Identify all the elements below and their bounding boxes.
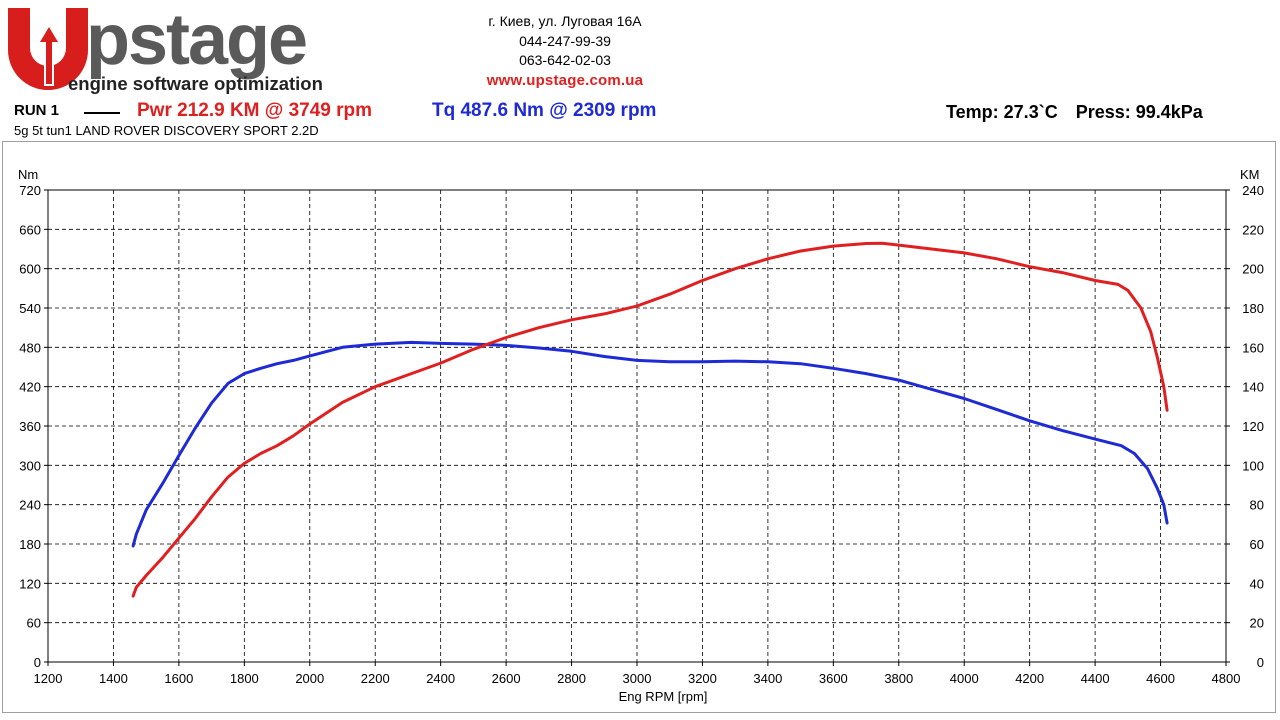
y-left-tick-label: 60: [27, 616, 41, 631]
website-link[interactable]: www.upstage.com.ua: [486, 71, 644, 89]
y-left-tick-label: 720: [19, 183, 41, 198]
x-tick-label: 2800: [557, 671, 586, 686]
y-right-tick-label: 220: [1242, 222, 1264, 237]
logo-wordmark: pstage: [86, 2, 306, 80]
x-tick-label: 4200: [1015, 671, 1044, 686]
y-right-tick-label: 160: [1242, 340, 1264, 355]
y-right-tick-label: 140: [1242, 380, 1264, 395]
vehicle-caption: 5g 5t tun1 LAND ROVER DISCOVERY SPORT 2.…: [14, 123, 319, 138]
y-left-tick-label: 660: [19, 222, 41, 237]
y-right-tick-label: 0: [1257, 655, 1264, 670]
power-curve: [131, 241, 1169, 598]
y-right-tick-label: 100: [1242, 458, 1264, 473]
logo-u-shape: [8, 8, 88, 90]
x-tick-label: 3400: [753, 671, 782, 686]
y-left-tick-label: 540: [19, 301, 41, 316]
x-tick-label: 4600: [1146, 671, 1175, 686]
y-right-tick-label: 20: [1250, 616, 1264, 631]
y-left-tick-label: 240: [19, 498, 41, 513]
y-right-tick-label: 180: [1242, 301, 1264, 316]
phone-1: 044-247-99-39: [519, 32, 611, 49]
y-left-tick-label: 120: [19, 576, 41, 591]
address-text: г. Киев, ул. Луговая 16А: [488, 13, 642, 29]
torque-summary: Tq 487.6 Nm @ 2309 rpm: [432, 100, 657, 121]
x-tick-label: 1200: [34, 671, 63, 686]
y-right-tick-label: 240: [1242, 183, 1264, 198]
y-left-tick-label: 420: [19, 380, 41, 395]
x-tick-label: 2200: [361, 671, 390, 686]
contact-block: г. Киев, ул. Луговая 16А 044-247-99-39 0…: [440, 12, 690, 90]
power-summary: Pwr 212.9 KM @ 3749 rpm: [137, 100, 373, 121]
x-tick-label: 2000: [295, 671, 324, 686]
run-line-swatch: [84, 112, 120, 114]
y-left-tick-label: 300: [19, 458, 41, 473]
x-tick-label: 3800: [884, 671, 913, 686]
y-left-tick-label: 600: [19, 262, 41, 277]
x-tick-label: 3000: [623, 671, 652, 686]
y-left-tick-label: 0: [34, 655, 41, 670]
y-right-tick-label: 60: [1250, 537, 1264, 552]
x-axis-label: Eng RPM [rpm]: [619, 689, 708, 704]
x-tick-label: 4800: [1212, 671, 1241, 686]
phone-2: 063-642-02-03: [519, 52, 611, 68]
run-summary: RUN 1 Pwr 212.9 KM @ 3749 rpm Tq 487.6 N…: [14, 100, 1274, 124]
x-tick-label: 1600: [164, 671, 193, 686]
x-tick-label: 4400: [1081, 671, 1110, 686]
x-tick-label: 1800: [230, 671, 259, 686]
y-right-tick-label: 200: [1242, 262, 1264, 277]
temperature-readout: Temp: 27.3`C: [946, 102, 1058, 122]
run-label: RUN 1: [14, 102, 60, 119]
x-tick-label: 3600: [819, 671, 848, 686]
torque-curve: [131, 340, 1169, 548]
x-tick-label: 1400: [99, 671, 128, 686]
x-tick-label: 4000: [950, 671, 979, 686]
x-tick-label: 2400: [426, 671, 455, 686]
y-left-unit-label: Nm: [18, 167, 38, 182]
y-right-tick-label: 80: [1250, 498, 1264, 513]
y-right-tick-label: 40: [1250, 576, 1264, 591]
y-right-tick-label: 120: [1242, 419, 1264, 434]
chart-frame: [2, 141, 1276, 713]
y-left-tick-label: 180: [19, 537, 41, 552]
y-left-tick-label: 360: [19, 419, 41, 434]
y-left-tick-label: 480: [19, 340, 41, 355]
y-right-unit-label: KM: [1240, 167, 1260, 182]
upstage-logo: pstage engine software optimization: [8, 2, 323, 94]
x-tick-label: 3200: [688, 671, 717, 686]
ambient-conditions: Temp: 27.3`C Press: 99.4kPa: [946, 102, 1221, 123]
x-tick-label: 2600: [492, 671, 521, 686]
logo-tagline: engine software optimization: [68, 73, 323, 94]
pressure-readout: Press: 99.4kPa: [1075, 102, 1203, 122]
